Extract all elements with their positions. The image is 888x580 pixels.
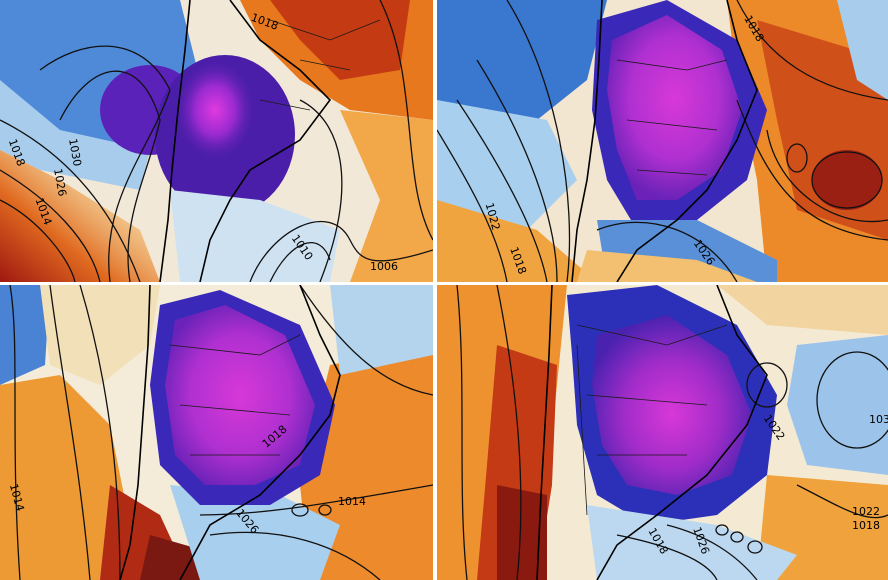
panel-bottom-left: 1014 1014 1026 1018 <box>0 285 433 580</box>
isobar <box>437 129 508 282</box>
panel-divider-vertical <box>433 0 437 580</box>
isobar-label: 1006 <box>370 260 398 273</box>
cold-air-core-magenta <box>175 60 255 160</box>
cool-field-west <box>437 0 607 120</box>
isobar-closed <box>816 351 888 449</box>
isobar <box>209 531 381 580</box>
panel-top-right: 1022 1018 1026 1018 <box>437 0 888 282</box>
isobar-closed <box>747 540 763 554</box>
mild-field-northwest <box>40 285 160 385</box>
isobar <box>496 285 522 580</box>
isobar <box>79 285 121 580</box>
isobar <box>596 221 738 282</box>
hot-core-east <box>812 150 882 210</box>
mild-field-north <box>837 0 888 100</box>
isobar-label: 1022 <box>852 505 880 518</box>
hot-field-southwest <box>497 485 547 580</box>
isobar-closed <box>730 531 744 543</box>
isobar <box>49 285 91 580</box>
hot-field-northeast <box>270 0 410 80</box>
cold-air-core-magenta <box>607 15 742 200</box>
mild-field-northeast <box>330 285 433 375</box>
coastline <box>199 0 332 282</box>
isobar <box>736 0 888 101</box>
isobar-closed <box>715 524 729 536</box>
isobar-label: 1014 <box>338 495 366 508</box>
isobar <box>0 169 101 282</box>
isobar <box>456 99 548 282</box>
cold-air-core-magenta <box>165 305 315 485</box>
warm-field-east <box>340 110 433 282</box>
isobar-label: 103 <box>869 413 888 426</box>
isobar-label: 1026 <box>51 167 69 197</box>
warm-field-southwest <box>0 150 160 282</box>
cool-field-east <box>787 335 888 475</box>
country-border <box>169 334 301 456</box>
coastline <box>616 0 758 282</box>
cold-air-core-magenta <box>592 315 752 495</box>
panel-bottom-right: 1022 1026 1018 1022 1018 103 <box>437 285 888 580</box>
isobar-closed <box>291 503 309 517</box>
isobar-label: 1018 <box>852 519 880 532</box>
coastline <box>179 285 341 580</box>
cool-field-south <box>170 190 340 282</box>
isobar <box>199 484 433 516</box>
mild-field-northeast <box>717 285 888 335</box>
panel-divider-horizontal <box>0 282 888 285</box>
isobar <box>299 285 433 396</box>
warm-field-southwest <box>437 200 597 282</box>
coastline <box>571 0 603 282</box>
isobar <box>766 129 888 223</box>
isobar <box>736 99 888 241</box>
isobar <box>39 45 171 282</box>
isobar <box>0 199 76 282</box>
coastline <box>119 285 151 580</box>
isobar-label: 1030 <box>66 137 84 167</box>
panel-top-left: 1018 1030 1026 1014 1018 1010 1006 <box>0 0 433 282</box>
isobar-closed <box>811 151 883 209</box>
isobar <box>666 524 758 580</box>
isobar <box>249 220 433 282</box>
isobar <box>9 285 21 580</box>
isobar <box>796 484 888 519</box>
warm-field-west <box>0 375 130 580</box>
temperature-anomaly-map: 1018 1030 1026 1014 1018 1010 1006 <box>0 0 433 282</box>
isobar <box>299 99 343 282</box>
isobar-closed <box>746 362 788 408</box>
isobar <box>379 0 433 241</box>
isobar <box>269 242 331 282</box>
mild-field-west <box>0 80 150 190</box>
isobar <box>506 0 571 282</box>
isobar <box>616 534 718 580</box>
temperature-anomaly-map: 1022 1018 1026 1018 <box>437 0 888 282</box>
country-border <box>259 19 381 111</box>
cool-field-south <box>587 505 797 580</box>
coastline <box>159 0 191 282</box>
temperature-anomaly-map: 1022 1026 1018 1022 1018 103 <box>437 285 888 580</box>
isobar <box>476 59 558 282</box>
coastline <box>536 285 553 580</box>
coastline <box>596 285 768 580</box>
isobar <box>456 285 468 580</box>
temperature-anomaly-map: 1014 1014 1026 1018 <box>0 285 433 580</box>
isobar <box>59 70 161 282</box>
isobar-closed <box>786 143 808 173</box>
country-border <box>576 324 728 516</box>
country-border <box>616 59 728 176</box>
isobar-closed <box>318 504 332 516</box>
